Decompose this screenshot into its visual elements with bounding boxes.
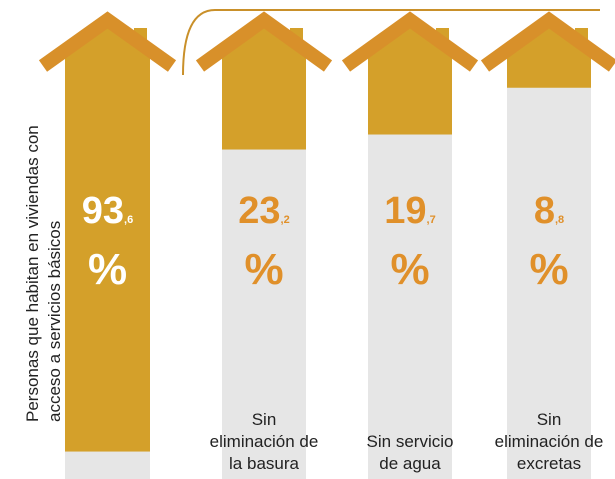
roof bbox=[195, 11, 333, 72]
category-label: Personas que habitan en viviendas con ac… bbox=[23, 125, 64, 422]
bar-empty bbox=[507, 50, 591, 479]
value-whole: 19 bbox=[384, 190, 427, 232]
category-label: Sin eliminación de la basura bbox=[209, 410, 319, 473]
bar bbox=[65, 50, 150, 452]
value-unit: % bbox=[529, 245, 569, 294]
value-label: 23,2 bbox=[209, 190, 319, 233]
category-label: Sin eliminación de excretas bbox=[494, 410, 604, 473]
value-unit: % bbox=[244, 245, 284, 294]
roof bbox=[480, 11, 615, 72]
value-decimal: ,2 bbox=[280, 214, 290, 226]
value-decimal: ,7 bbox=[426, 214, 436, 226]
value-decimal: ,6 bbox=[124, 214, 134, 226]
group-bracket bbox=[182, 9, 600, 76]
value-whole: 8 bbox=[533, 190, 555, 232]
value-unit: % bbox=[87, 245, 128, 294]
value-label: 93,6 bbox=[53, 190, 163, 233]
value-label: 19,7 bbox=[355, 190, 465, 233]
category-label: Sin servicio de agua bbox=[366, 432, 454, 473]
value-whole: 93 bbox=[81, 190, 125, 232]
value-label: 8,8 bbox=[494, 190, 604, 233]
roof bbox=[38, 11, 177, 72]
bar bbox=[368, 50, 452, 135]
bar bbox=[222, 50, 306, 150]
value-unit: % bbox=[390, 245, 430, 294]
bar bbox=[507, 50, 591, 88]
value-decimal: ,8 bbox=[554, 214, 565, 226]
value-whole: 23 bbox=[238, 190, 281, 232]
roof bbox=[341, 11, 479, 72]
